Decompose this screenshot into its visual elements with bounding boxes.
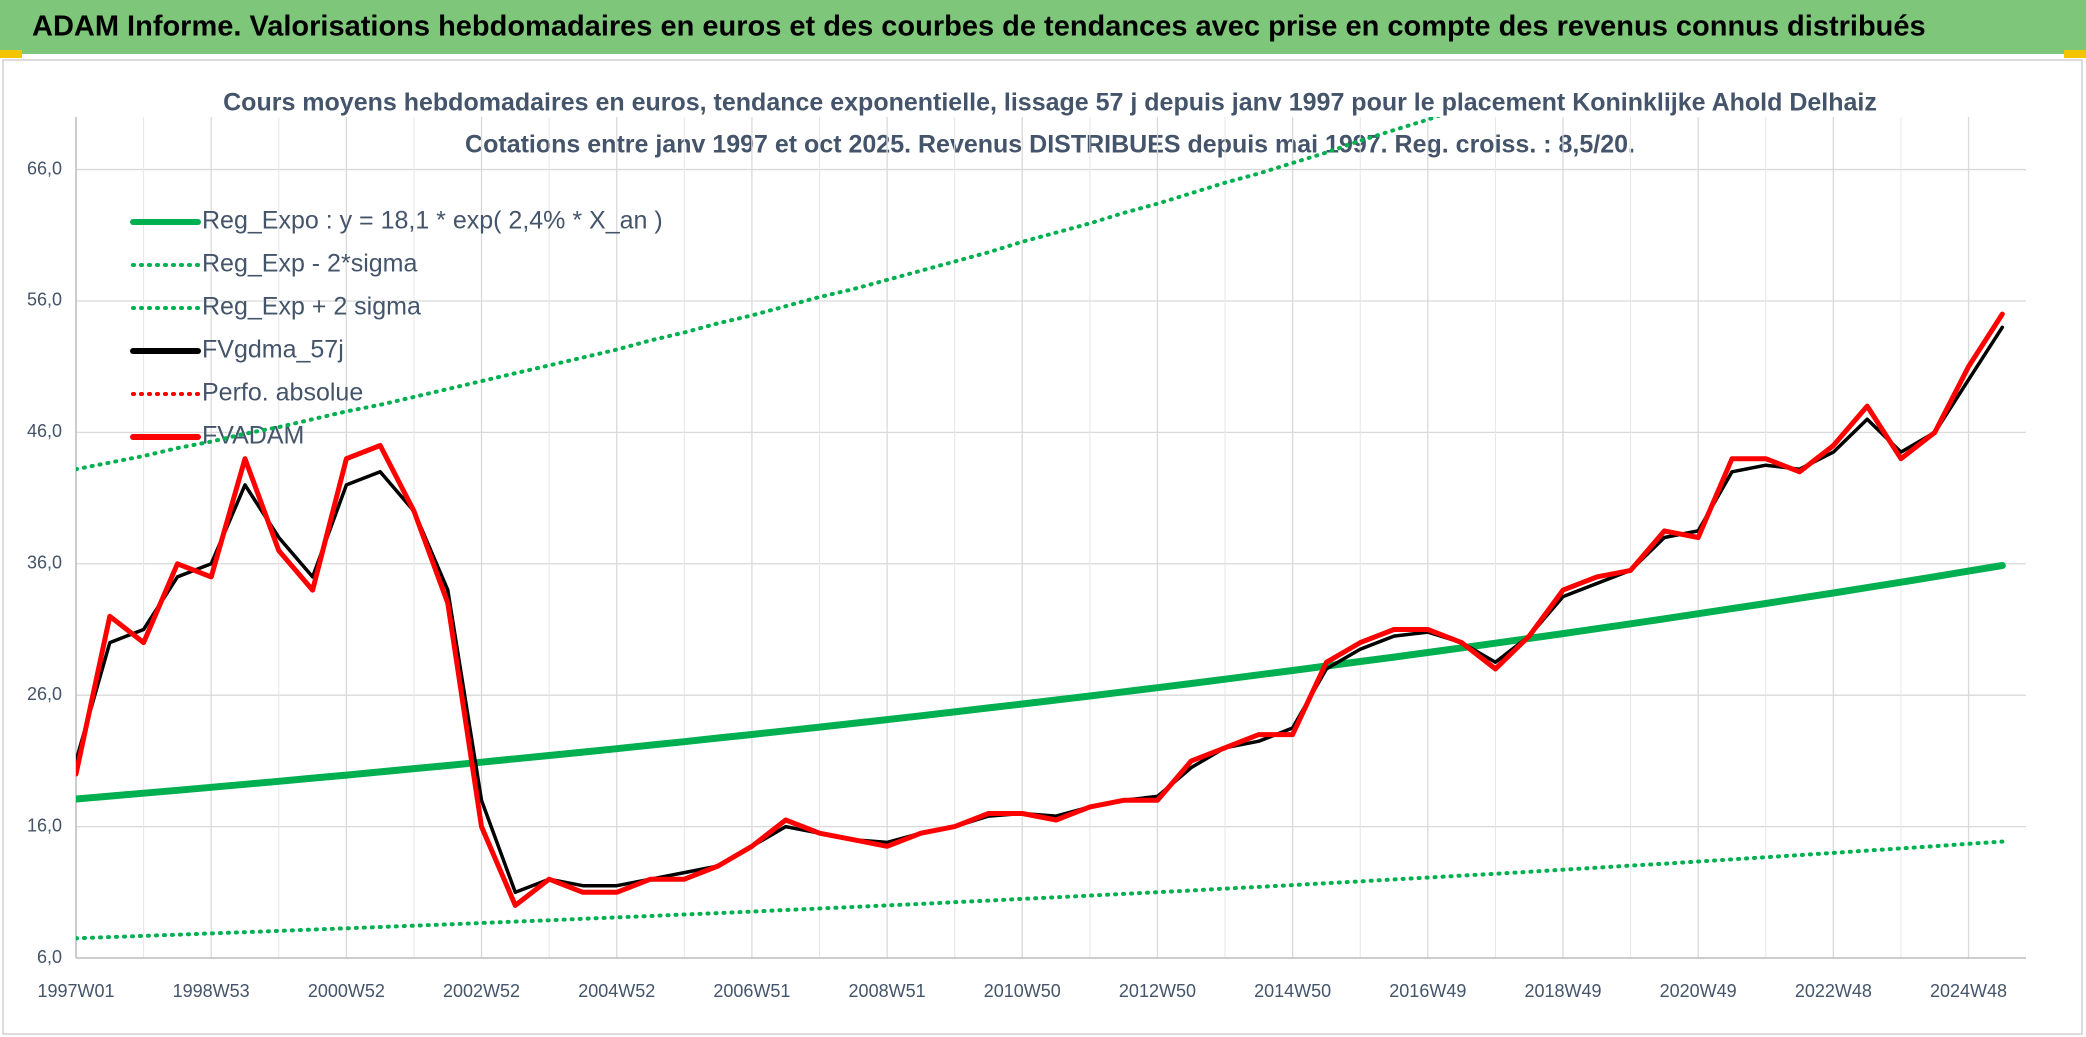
- chart-frame: [2, 59, 2083, 1035]
- series-line: [76, 839, 2005, 941]
- series-line: [76, 311, 2005, 908]
- legend-label: Reg_Expo : y = 18,1 * exp( 2,4% * X_an ): [202, 207, 663, 235]
- y-tick-label: 26,0: [27, 684, 62, 704]
- x-tick-label: 2002W52: [443, 981, 520, 1001]
- x-tick-label: 2024W48: [1930, 981, 2007, 1001]
- x-tick-label: 2020W49: [1660, 981, 1737, 1001]
- y-tick-label: 6,0: [37, 947, 62, 967]
- y-tick-label: 46,0: [27, 421, 62, 441]
- corner-mark: [2064, 50, 2086, 58]
- legend-label: FVgdma_57j: [202, 336, 344, 364]
- x-tick-label: 2018W49: [1524, 981, 1601, 1001]
- x-tick-label: 2000W52: [308, 981, 385, 1001]
- chart-subtitle: Cours moyens hebdomadaires en euros, ten…: [223, 89, 1877, 117]
- x-tick-label: 2012W50: [1119, 981, 1196, 1001]
- chart-title: ADAM Informe. Valorisations hebdomadaire…: [32, 11, 1926, 43]
- x-tick-label: 2006W51: [713, 981, 790, 1001]
- corner-mark: [0, 50, 22, 58]
- x-tick-label: 1997W01: [37, 981, 114, 1001]
- y-tick-label: 16,0: [27, 815, 62, 835]
- x-tick-label: 2014W50: [1254, 981, 1331, 1001]
- x-tick-label: 2022W48: [1795, 981, 1872, 1001]
- x-tick-label: 2016W49: [1389, 981, 1466, 1001]
- x-tick-label: 1998W53: [173, 981, 250, 1001]
- legend-label: Perfo. absolue: [202, 379, 363, 407]
- y-tick-label: 66,0: [27, 158, 62, 178]
- series-line: [76, 562, 2006, 803]
- x-tick-label: 2008W51: [849, 981, 926, 1001]
- series-line: [76, 117, 1442, 472]
- header-bar: [0, 0, 2086, 54]
- legend-label: Reg_Exp - 2*sigma: [202, 250, 417, 278]
- x-tick-label: 2004W52: [578, 981, 655, 1001]
- y-tick-label: 36,0: [27, 553, 62, 573]
- chart-subtitle: Cotations entre janv 1997 et oct 2025. R…: [465, 131, 1635, 159]
- y-tick-label: 56,0: [27, 290, 62, 310]
- plot-area: [76, 117, 2006, 941]
- x-tick-label: 2010W50: [984, 981, 1061, 1001]
- legend-label: Reg_Exp + 2 sigma: [202, 293, 421, 321]
